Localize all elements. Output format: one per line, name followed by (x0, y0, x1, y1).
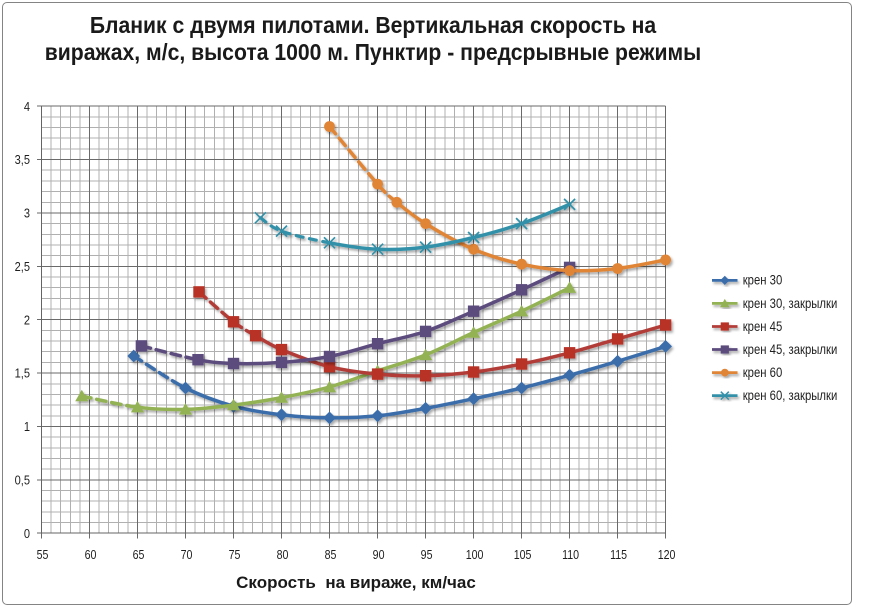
svg-text:1: 1 (24, 419, 30, 434)
svg-text:110: 110 (562, 547, 579, 562)
svg-text:85: 85 (325, 547, 337, 562)
svg-text:0: 0 (24, 526, 30, 541)
svg-text:100: 100 (466, 547, 484, 562)
svg-text:75: 75 (229, 547, 241, 562)
svg-text:65: 65 (133, 547, 145, 562)
svg-text:95: 95 (421, 547, 433, 562)
svg-text:3,5: 3,5 (15, 152, 31, 167)
svg-text:1,5: 1,5 (15, 366, 31, 381)
svg-text:80: 80 (277, 547, 289, 562)
svg-text:крен 30: крен 30 (743, 272, 783, 288)
svg-text:крен 60: крен 60 (743, 364, 783, 380)
svg-text:крен 45, закрылки: крен 45, закрылки (743, 341, 838, 357)
svg-text:60: 60 (85, 547, 97, 562)
svg-text:0,5: 0,5 (15, 473, 31, 488)
svg-text:90: 90 (373, 547, 385, 562)
svg-text:105: 105 (514, 547, 532, 562)
svg-text:крен 30, закрылки: крен 30, закрылки (743, 295, 838, 311)
svg-text:55: 55 (37, 547, 49, 562)
svg-text:4: 4 (24, 99, 30, 114)
svg-text:2: 2 (24, 312, 30, 327)
svg-text:115: 115 (610, 547, 627, 562)
svg-text:70: 70 (181, 547, 193, 562)
svg-text:2,5: 2,5 (15, 259, 31, 274)
svg-text:крен 45: крен 45 (743, 318, 783, 334)
svg-text:3: 3 (24, 206, 30, 221)
svg-text:крен 60, закрылки: крен 60, закрылки (743, 387, 838, 403)
svg-text:120: 120 (658, 547, 676, 562)
